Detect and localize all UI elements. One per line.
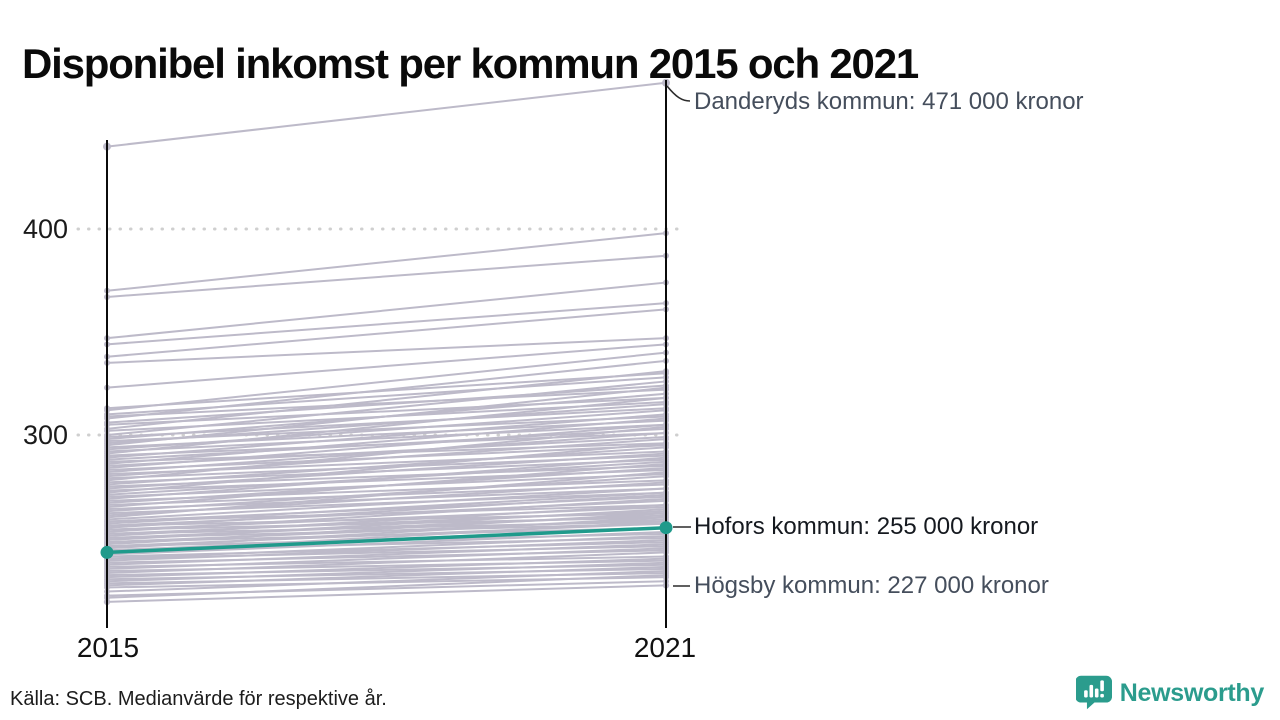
newsworthy-logo: Newsworthy xyxy=(1075,674,1265,712)
slope-line xyxy=(106,491,667,525)
slope-line xyxy=(106,508,667,542)
slope-line xyxy=(106,438,667,478)
slope-line xyxy=(106,423,667,469)
slope-line xyxy=(106,281,667,340)
slope-line xyxy=(106,487,667,521)
slope-line-danderyd xyxy=(106,81,667,148)
slope-line xyxy=(106,386,667,447)
slope-line xyxy=(106,534,667,560)
slope-line xyxy=(106,539,667,562)
annotation-hofors: Hofors kommun: 255 000 kronor xyxy=(694,513,1039,540)
slope-line xyxy=(106,543,667,566)
slope-line xyxy=(106,380,667,436)
slope-line xyxy=(106,493,667,529)
slope-line xyxy=(106,417,667,465)
slope-line xyxy=(106,351,667,412)
slope-line xyxy=(106,452,667,490)
y-axis-tick-300: 300 xyxy=(22,420,68,450)
slope-line xyxy=(106,427,667,461)
page-title: Disponibel inkomst per kommun 2015 och 2… xyxy=(22,40,919,88)
slope-line xyxy=(106,359,667,420)
slope-line-hofors xyxy=(106,525,667,555)
slope-line xyxy=(106,475,667,513)
slope-line-hofors-endpoint-2015 xyxy=(100,545,114,559)
slope-line xyxy=(106,547,667,570)
slope-line xyxy=(106,396,667,455)
slope-line xyxy=(106,396,667,426)
slope-line xyxy=(106,530,667,556)
slope-line xyxy=(106,308,667,358)
slope-line xyxy=(106,497,667,533)
annotation-danderyd: Danderyds kommun: 471 000 kronor xyxy=(694,88,1084,115)
source-note: Källa: SCB. Medianvärde för respektive å… xyxy=(10,688,387,710)
slope-line xyxy=(106,302,667,346)
slope-line xyxy=(106,504,667,537)
annotation-hogsby: Högsby kommun: 227 000 kronor xyxy=(694,572,1049,599)
slope-line xyxy=(106,403,667,445)
slope-line xyxy=(106,462,667,509)
slope-line xyxy=(106,232,667,292)
slope-line-hogsby xyxy=(106,584,667,603)
slope-line xyxy=(106,370,667,430)
speech-bubble-shape xyxy=(1075,675,1112,710)
slope-line-hofors-endpoint-2021 xyxy=(659,521,673,535)
slope-line xyxy=(106,557,667,579)
newsworthy-wordmark: Newsworthy xyxy=(1119,678,1265,707)
slope-line xyxy=(106,456,667,500)
slope-line xyxy=(106,388,667,418)
annotation-connectors xyxy=(666,85,691,587)
slope-line xyxy=(106,372,667,410)
slope-lines xyxy=(103,78,670,606)
slope-line xyxy=(106,565,667,587)
slope-line xyxy=(106,423,667,453)
slope-line xyxy=(106,409,667,451)
slope-line xyxy=(106,431,667,474)
slope-line xyxy=(106,337,667,364)
x-axis-label-2021: 2021 xyxy=(633,632,697,663)
slope-line xyxy=(106,254,667,298)
slope-line xyxy=(106,413,667,459)
y-axis-tick-400: 400 xyxy=(22,214,68,244)
slope-line xyxy=(106,442,667,494)
slope-line xyxy=(106,425,667,482)
bar-chart-glyph xyxy=(1083,680,1104,698)
axes xyxy=(106,80,667,628)
slope-line xyxy=(106,516,667,550)
slope-line xyxy=(106,384,667,424)
slope-line xyxy=(106,551,667,575)
slope-line xyxy=(106,561,667,583)
slope-line xyxy=(106,569,667,593)
slope-line xyxy=(106,512,667,546)
x-axis-label-2015: 2015 xyxy=(76,632,140,663)
highlighted-line xyxy=(100,521,673,559)
newsworthy-icon xyxy=(1075,675,1112,710)
slope-line xyxy=(106,574,667,599)
slope-line xyxy=(106,343,667,389)
slope-line xyxy=(106,446,667,486)
danderyd-connector-line xyxy=(666,85,691,102)
slope-line xyxy=(106,471,667,519)
